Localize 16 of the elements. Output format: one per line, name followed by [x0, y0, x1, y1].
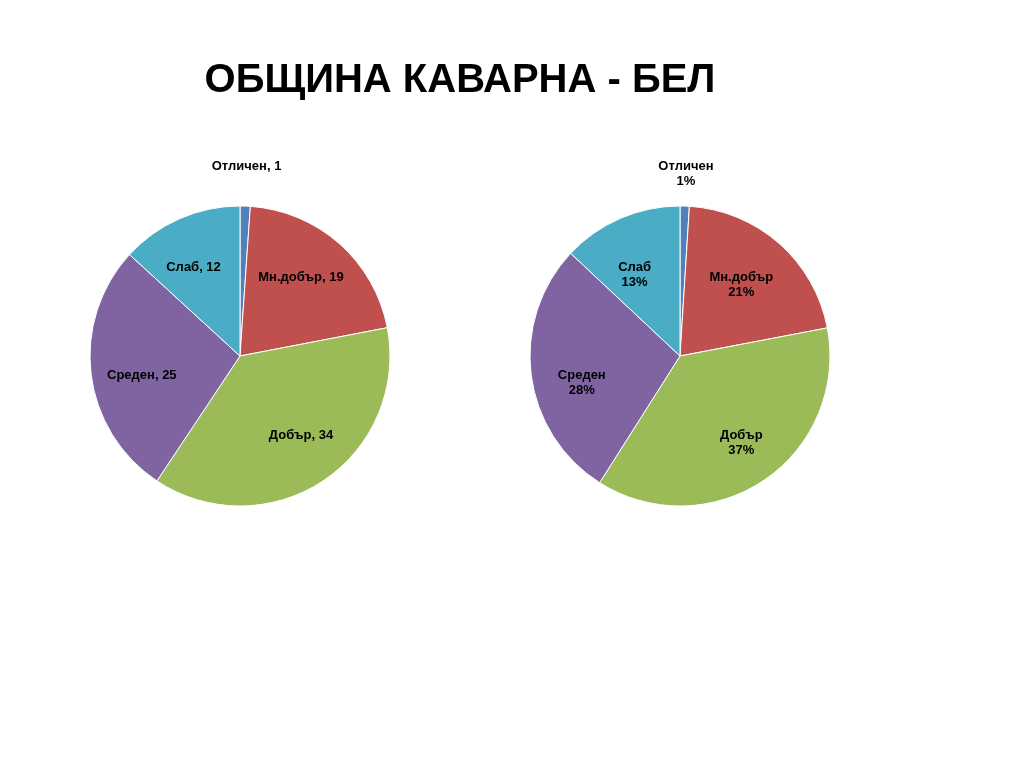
data-label: 13% [621, 273, 649, 289]
data-label: 1% [676, 173, 696, 189]
slice-label: Отличен, 1 [211, 158, 282, 174]
data-label: 37% [728, 442, 755, 458]
data-label: 28% [568, 381, 596, 397]
data-label: 21% [728, 283, 755, 299]
slice-label: Добър [719, 427, 763, 443]
chart-title: ОБЩИНА КАВАРНА - БЕЛ [204, 56, 716, 101]
slice-label: Мн.добър [709, 268, 774, 284]
slice-label: Среден [557, 366, 606, 382]
slice-label: Слаб, 12 [166, 259, 221, 275]
slice-label: Отличен [658, 158, 714, 174]
slice-label: Слаб [618, 258, 652, 274]
slice-label: Мн.добър, 19 [258, 268, 344, 284]
slice-label: Добър, 34 [268, 427, 334, 443]
slice-label: Среден, 25 [107, 366, 177, 382]
